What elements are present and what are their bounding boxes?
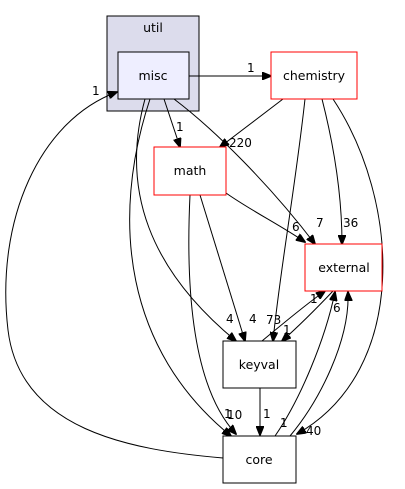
edge-label: 1 (283, 323, 291, 337)
node-misc[interactable]: misc (117, 51, 190, 100)
edge-label: 36 (343, 216, 358, 230)
node-label: external (318, 260, 369, 275)
edge-chemistry-keyval: 73 (266, 98, 306, 341)
edge-chemistry-external: 36 (321, 98, 358, 244)
node-keyval[interactable]: keyval (222, 340, 297, 389)
edge-label: 1 (176, 120, 184, 134)
edge-label: 10 (227, 408, 242, 422)
edge-label: 4 (249, 312, 257, 326)
node-math[interactable]: math (153, 146, 227, 196)
edge-label: 220 (229, 136, 252, 150)
edge-misc-math: 1 (163, 98, 184, 147)
node-label: chemistry (283, 68, 346, 83)
edge-math-keyval: 4 (199, 194, 257, 341)
node-label: math (174, 163, 207, 178)
edge-misc-external: 7 (173, 98, 324, 244)
edge-misc-keyval: 4 (135, 98, 236, 341)
edge-label: 1 (263, 407, 271, 421)
cluster-title: util (143, 20, 163, 35)
edge-external-keyval: 1 (282, 290, 334, 341)
edge-chemistry-math: 220 (220, 98, 284, 150)
edge-label: 1 (310, 292, 318, 306)
edge-misc-core: 1 (129, 98, 232, 436)
node-chemistry[interactable]: chemistry (270, 51, 358, 100)
edge-label: 1 (280, 416, 288, 430)
edge-label: 1 (224, 407, 232, 421)
edge-label: 1 (92, 84, 100, 98)
edge-label: 4 (226, 312, 234, 326)
node-core[interactable]: core (222, 435, 297, 484)
edge-label: 73 (266, 313, 281, 327)
edge-math-core: 10 (188, 194, 242, 434)
edge-keyval-external: 1 (261, 291, 325, 342)
edge-keyval-core: 1 (260, 388, 271, 435)
node-label: core (245, 452, 272, 467)
edge-math-external: 6 (225, 192, 305, 242)
edge-label: 7 (316, 216, 324, 230)
node-label: misc (138, 68, 167, 83)
edge-label: 40 (306, 424, 321, 438)
edge-external-core: 6 (289, 292, 348, 437)
node-external[interactable]: external (304, 243, 383, 292)
edge-label: 6 (333, 301, 341, 315)
edge-label: 1 (247, 61, 255, 75)
edge-core-external: 1 (274, 292, 335, 437)
edge-core-misc: 1 (5, 84, 224, 459)
node-label: keyval (239, 357, 279, 372)
edge-label: 6 (292, 220, 300, 234)
edge-misc-chemistry: 1 (189, 61, 271, 76)
